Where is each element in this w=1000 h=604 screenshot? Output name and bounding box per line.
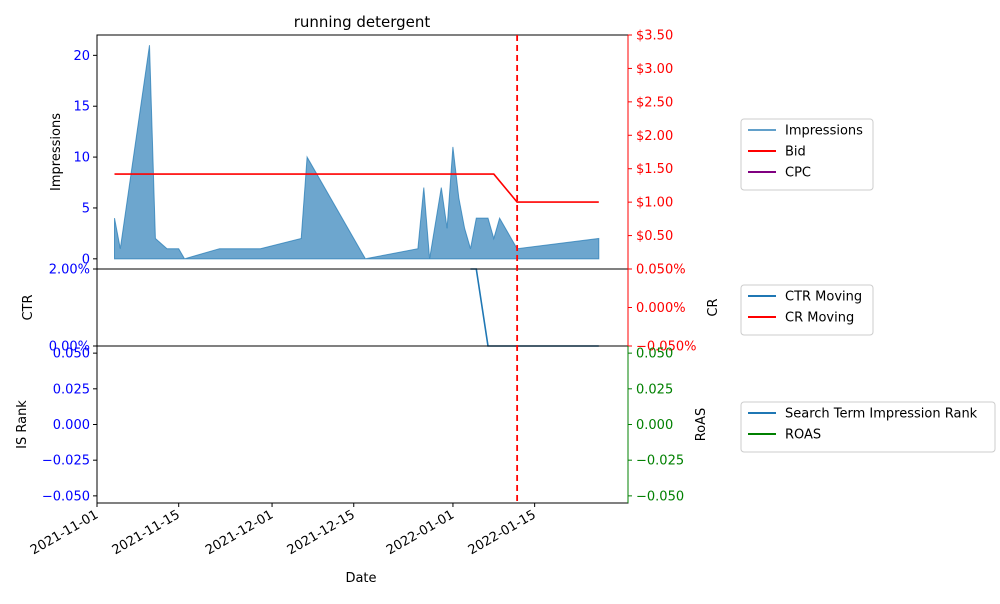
right-tick-label: 0.025 xyxy=(636,382,673,397)
left-tick-label: 10 xyxy=(73,151,90,166)
right-tick-label: $1.00 xyxy=(636,196,673,211)
left-tick-label: 0.000 xyxy=(53,418,90,433)
legend-label: Impressions xyxy=(785,124,863,139)
legend-label: CPC xyxy=(785,166,811,181)
left-tick-label: 0 xyxy=(82,252,90,267)
right-tick-label: 0.050% xyxy=(636,263,686,278)
x-axis-label: Date xyxy=(345,571,376,586)
right-tick-label: 0.000% xyxy=(636,301,686,316)
left-tick-label: −0.050 xyxy=(42,489,90,504)
legend-box xyxy=(740,284,874,336)
legend-label: ROAS xyxy=(785,428,821,443)
right-tick-label: −0.025 xyxy=(636,454,684,469)
series-impressions-area xyxy=(114,45,600,260)
left-tick-label: 5 xyxy=(82,201,90,216)
y-axis-label: Impressions xyxy=(49,113,64,191)
chart-title: running detergent xyxy=(294,13,431,31)
legend-label: CR Moving xyxy=(785,311,854,326)
legend-label: CTR Moving xyxy=(785,290,862,305)
y-axis-label: CTR xyxy=(21,294,36,320)
series-bid-line xyxy=(114,173,599,203)
left-tick-label: 20 xyxy=(73,49,90,64)
y2-axis-label: CR xyxy=(706,298,721,316)
left-tick-label: −0.025 xyxy=(42,454,90,469)
right-tick-label: 0.000 xyxy=(636,418,673,433)
right-tick-label: $3.50 xyxy=(636,29,673,44)
right-tick-label: $1.50 xyxy=(636,162,673,177)
left-tick-label: 2.00% xyxy=(49,263,90,278)
right-tick-label: $0.50 xyxy=(636,229,673,244)
y-axis-label: IS Rank xyxy=(15,400,30,449)
right-tick-label: $3.00 xyxy=(636,62,673,77)
legend-box xyxy=(740,401,996,453)
left-tick-label: 15 xyxy=(73,100,90,115)
legend-label: Bid xyxy=(785,145,806,160)
right-tick-label: −0.050 xyxy=(636,489,684,504)
left-tick-label: 0.00% xyxy=(49,340,90,355)
right-tick-label: $2.50 xyxy=(636,95,673,110)
left-tick-label: 0.050 xyxy=(53,347,90,362)
right-tick-label: $2.00 xyxy=(636,129,673,144)
right-tick-label: 0.050 xyxy=(636,347,673,362)
y2-axis-label: RoAS xyxy=(694,408,709,442)
left-tick-label: 0.025 xyxy=(53,382,90,397)
right-tick-label: −0.050% xyxy=(636,340,696,355)
legend-label: Search Term Impression Rank xyxy=(785,407,978,422)
